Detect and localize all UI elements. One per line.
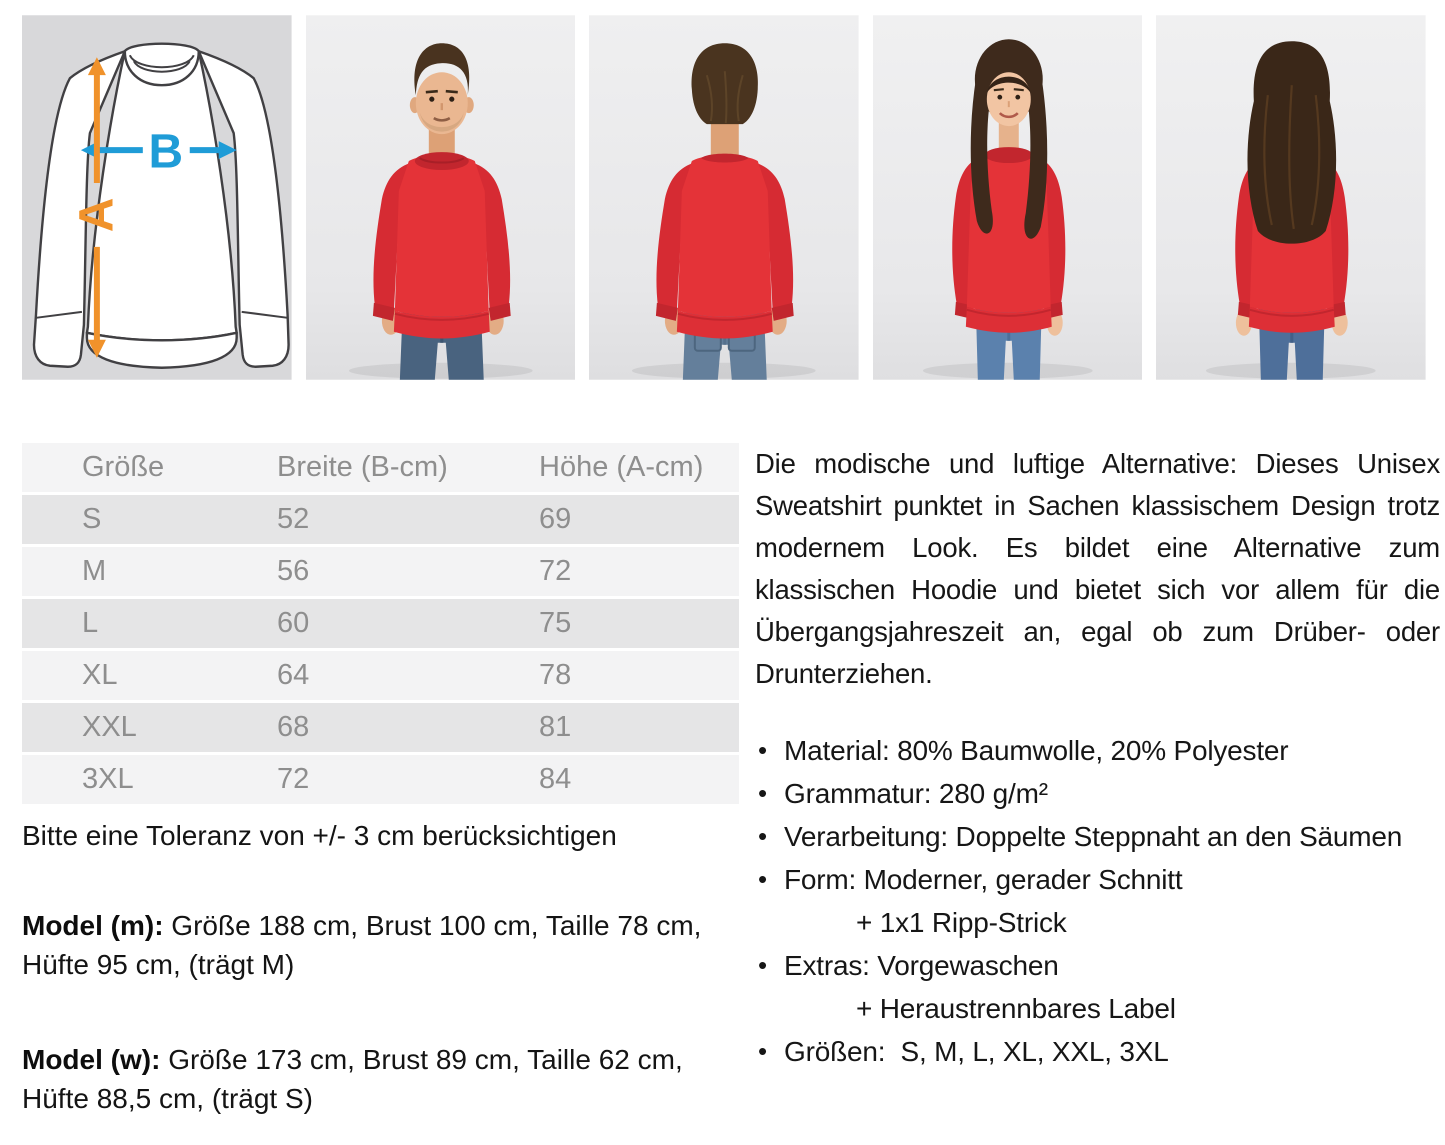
spec-list: • Material: 80% Baumwolle, 20% Polyester… [755, 729, 1440, 1073]
female-front-illustration [872, 15, 1143, 380]
width-cell: 72 [277, 755, 539, 804]
label-a: A [70, 198, 123, 233]
bullet-icon: • [758, 1036, 768, 1066]
table-row: XL 64 78 [22, 651, 739, 700]
size-cell: L [22, 599, 277, 648]
spec-item-groessen: • Größen: S, M, L, XL, XXL, 3XL [755, 1030, 1440, 1073]
height-cell: 72 [539, 547, 739, 596]
spec-item-material: • Material: 80% Baumwolle, 20% Polyester [755, 729, 1440, 772]
column-header-size: Größe [22, 443, 277, 492]
height-arrow-a: A [70, 57, 123, 358]
spec-text: Größen: S, M, L, XL, XXL, 3XL [784, 1036, 1169, 1067]
spec-item-form: • Form: Moderner, gerader Schnitt + 1x1 … [755, 858, 1440, 944]
height-cell: 69 [539, 495, 739, 544]
female-front-sweatshirt [952, 147, 1066, 333]
height-cell: 75 [539, 599, 739, 648]
bullet-icon: • [758, 950, 768, 980]
width-cell: 64 [277, 651, 539, 700]
table-row: L 60 75 [22, 599, 739, 648]
label-b: B [148, 126, 183, 179]
spec-continuation: + Heraustrennbares Label [856, 993, 1176, 1024]
size-cell: M [22, 547, 277, 596]
tolerance-note: Bitte eine Toleranz von +/- 3 cm berücks… [22, 820, 617, 851]
size-cell: S [22, 495, 277, 544]
size-diagram-panel[interactable]: B A [22, 15, 292, 380]
width-cell: 56 [277, 547, 539, 596]
column-header-width: Breite (B-cm) [277, 443, 539, 492]
spec-text: Grammatur: 280 g/m² [784, 778, 1048, 809]
model-w-info: Model (w): Größe 173 cm, Brust 89 cm, Ta… [22, 1040, 739, 1118]
product-description: Die modische und luftige Alternative: Di… [755, 448, 1440, 689]
size-cell: XXL [22, 703, 277, 752]
model-w-text: Größe 173 cm, Brust 89 cm, Taille 62 cm,… [22, 1044, 691, 1114]
model-m-info: Model (m): Größe 188 cm, Brust 100 cm, T… [22, 906, 739, 984]
female-back-illustration [1156, 15, 1426, 380]
male-back-sweatshirt [656, 153, 794, 339]
size-table: Größe Breite (B-cm) Höhe (A-cm) S 52 69 … [22, 440, 739, 807]
bullet-icon: • [758, 778, 768, 808]
table-row: XXL 68 81 [22, 703, 739, 752]
spec-text: Verarbeitung: Doppelte Steppnaht an den … [784, 821, 1403, 852]
height-cell: 84 [539, 755, 739, 804]
table-header-row: Größe Breite (B-cm) Höhe (A-cm) [22, 443, 739, 492]
female-front-head [970, 39, 1048, 239]
spec-text: Extras: Vorgewaschen [784, 950, 1059, 981]
product-description-section: Die modische und luftige Alternative: Di… [755, 443, 1440, 1073]
table-row: S 52 69 [22, 495, 739, 544]
spec-text: Material: 80% Baumwolle, 20% Polyester [784, 735, 1289, 766]
height-cell: 81 [539, 703, 739, 752]
photo-female-front[interactable] [872, 15, 1143, 380]
width-cell: 60 [277, 599, 539, 648]
bullet-icon: • [758, 735, 768, 765]
spec-item-extras: • Extras: Vorgewaschen + Heraustrennbare… [755, 944, 1440, 1030]
height-cell: 78 [539, 651, 739, 700]
male-back-illustration [589, 15, 859, 380]
male-front-illustration [305, 15, 576, 380]
size-cell: XL [22, 651, 277, 700]
product-gallery: B A [22, 15, 1426, 380]
spec-item-verarbeitung: • Verarbeitung: Doppelte Steppnaht an de… [755, 815, 1440, 858]
table-row: M 56 72 [22, 547, 739, 596]
photo-female-back[interactable] [1156, 15, 1426, 380]
size-cell: 3XL [22, 755, 277, 804]
spec-item-grammatur: • Grammatur: 280 g/m² [755, 772, 1440, 815]
spec-continuation: + 1x1 Ripp-Strick [856, 907, 1067, 938]
column-header-height: Höhe (A-cm) [539, 443, 739, 492]
male-front-sweatshirt [372, 152, 511, 339]
photo-male-back[interactable] [589, 15, 859, 380]
spec-text: Form: Moderner, gerader Schnitt [784, 864, 1183, 895]
male-front-head [409, 43, 474, 135]
table-row: 3XL 72 84 [22, 755, 739, 804]
photo-male-front[interactable] [305, 15, 576, 380]
width-cell: 52 [277, 495, 539, 544]
model-m-text: Größe 188 cm, Brust 100 cm, Taille 78 cm… [22, 910, 710, 980]
bullet-icon: • [758, 864, 768, 894]
width-cell: 68 [277, 703, 539, 752]
sweatshirt-measurement-diagram: B A [22, 15, 292, 380]
female-back-head [1247, 41, 1337, 244]
male-back-head [691, 43, 759, 125]
model-w-label: Model (w): [22, 1044, 161, 1075]
model-m-label: Model (m): [22, 910, 164, 941]
bullet-icon: • [758, 821, 768, 851]
size-info-section: Größe Breite (B-cm) Höhe (A-cm) S 52 69 … [22, 440, 739, 1118]
